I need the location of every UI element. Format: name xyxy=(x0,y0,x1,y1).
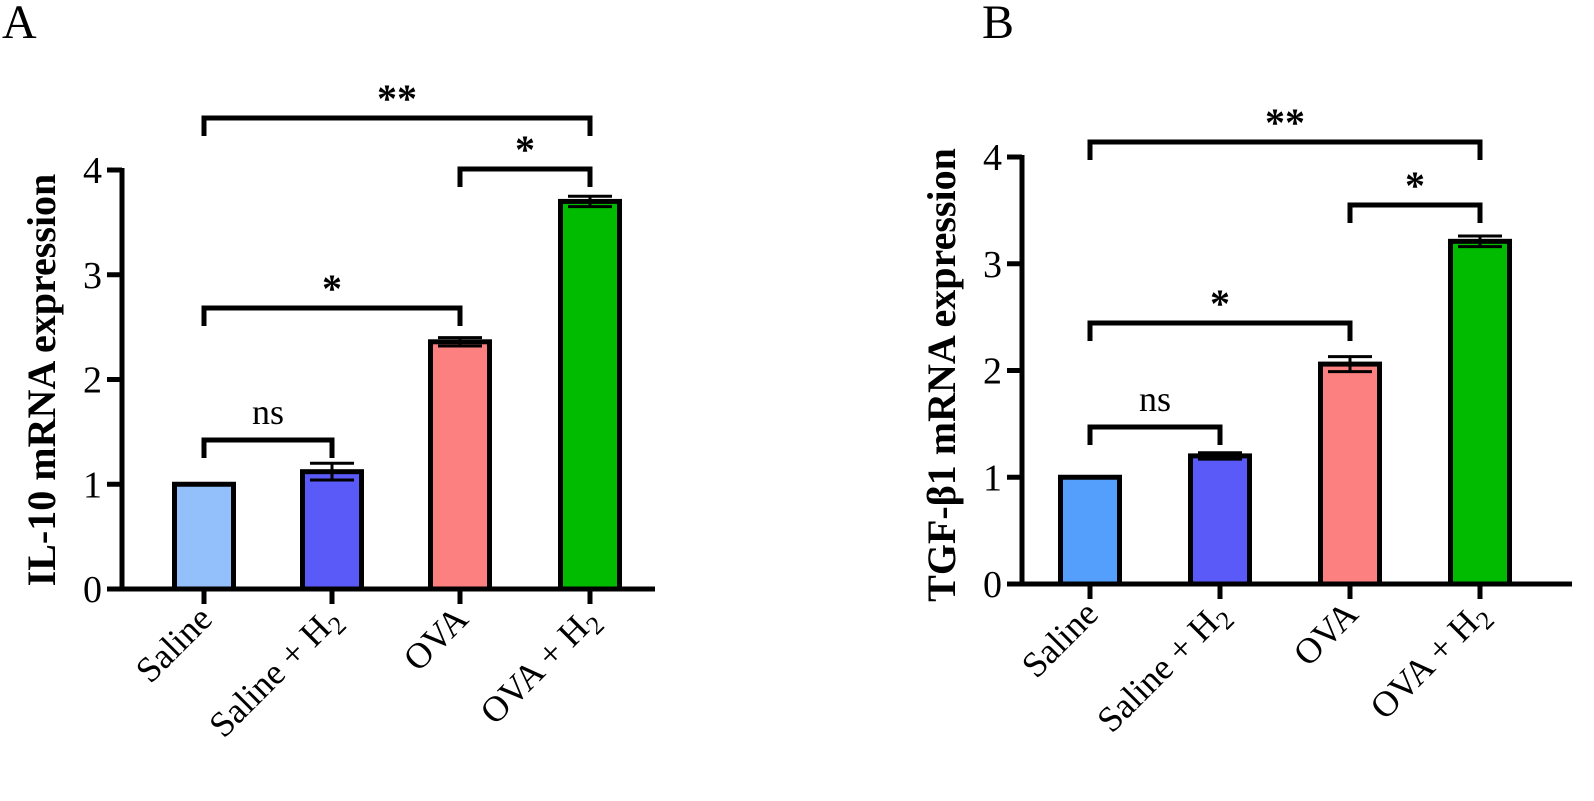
bar xyxy=(1188,453,1252,587)
y-tick-label: 1 xyxy=(83,464,102,506)
significance-bracket xyxy=(1347,202,1483,223)
bar xyxy=(172,481,236,592)
x-tick-label: OVA xyxy=(1285,593,1365,673)
significance-label: * xyxy=(1210,281,1230,326)
x-tick-label: Saline xyxy=(1014,593,1106,685)
y-tick-label: 0 xyxy=(83,569,102,611)
bar xyxy=(428,339,492,592)
significance-bracket xyxy=(201,115,593,136)
panel-label: A xyxy=(2,0,37,49)
y-tick-label: 2 xyxy=(83,360,102,402)
significance-label: * xyxy=(1405,163,1425,208)
significance-bracket xyxy=(1087,424,1223,445)
y-tick-label: 0 xyxy=(983,564,1002,606)
significance-bracket xyxy=(457,166,593,187)
x-tick-label: Saline + H2 xyxy=(1089,593,1240,744)
y-tick-label: 3 xyxy=(83,255,102,297)
bar xyxy=(1318,361,1382,587)
x-tick-label: Saline + H2 xyxy=(201,598,352,749)
x-tick-label-main: OVA + H xyxy=(1362,603,1486,727)
bar xyxy=(300,469,364,592)
x-tick-label: OVA + H2 xyxy=(472,598,610,736)
y-tick-label: 1 xyxy=(983,457,1002,499)
x-tick-label: OVA xyxy=(395,598,475,678)
x-tick-label: Saline xyxy=(128,598,220,690)
x-tick-label-main: Saline xyxy=(1014,593,1106,685)
significance-label: ** xyxy=(1265,100,1305,145)
y-axis-label: IL-10 mRNA expression xyxy=(19,174,64,587)
x-tick-label-main: OVA xyxy=(395,598,475,678)
x-tick-label-main: Saline + H xyxy=(1089,603,1226,740)
y-tick-label: 2 xyxy=(983,351,1002,393)
significance-bracket xyxy=(1087,320,1353,341)
y-axis-label: TGF-β1 mRNA expression xyxy=(919,148,964,602)
significance-bracket xyxy=(201,305,463,326)
x-tick-label-main: Saline + H xyxy=(201,608,338,745)
bar xyxy=(558,198,622,592)
y-tick-label: 3 xyxy=(983,244,1002,286)
significance-label: ns xyxy=(252,392,284,432)
bar xyxy=(1448,238,1512,587)
panel-label: B xyxy=(982,0,1014,49)
x-tick-label-main: OVA xyxy=(1285,593,1365,673)
y-tick-label: 4 xyxy=(983,137,1002,179)
significance-label: * xyxy=(515,127,535,172)
x-tick-label-main: Saline xyxy=(128,598,220,690)
significance-label: ** xyxy=(377,76,417,121)
bar xyxy=(1058,474,1122,587)
significance-label: ns xyxy=(1139,379,1171,419)
y-tick-label: 4 xyxy=(83,150,102,192)
x-tick-label: OVA + H2 xyxy=(1362,593,1500,731)
significance-label: * xyxy=(322,266,342,311)
significance-bracket xyxy=(1087,139,1483,160)
x-tick-label-main: OVA + H xyxy=(472,608,596,732)
significance-bracket xyxy=(201,437,335,458)
